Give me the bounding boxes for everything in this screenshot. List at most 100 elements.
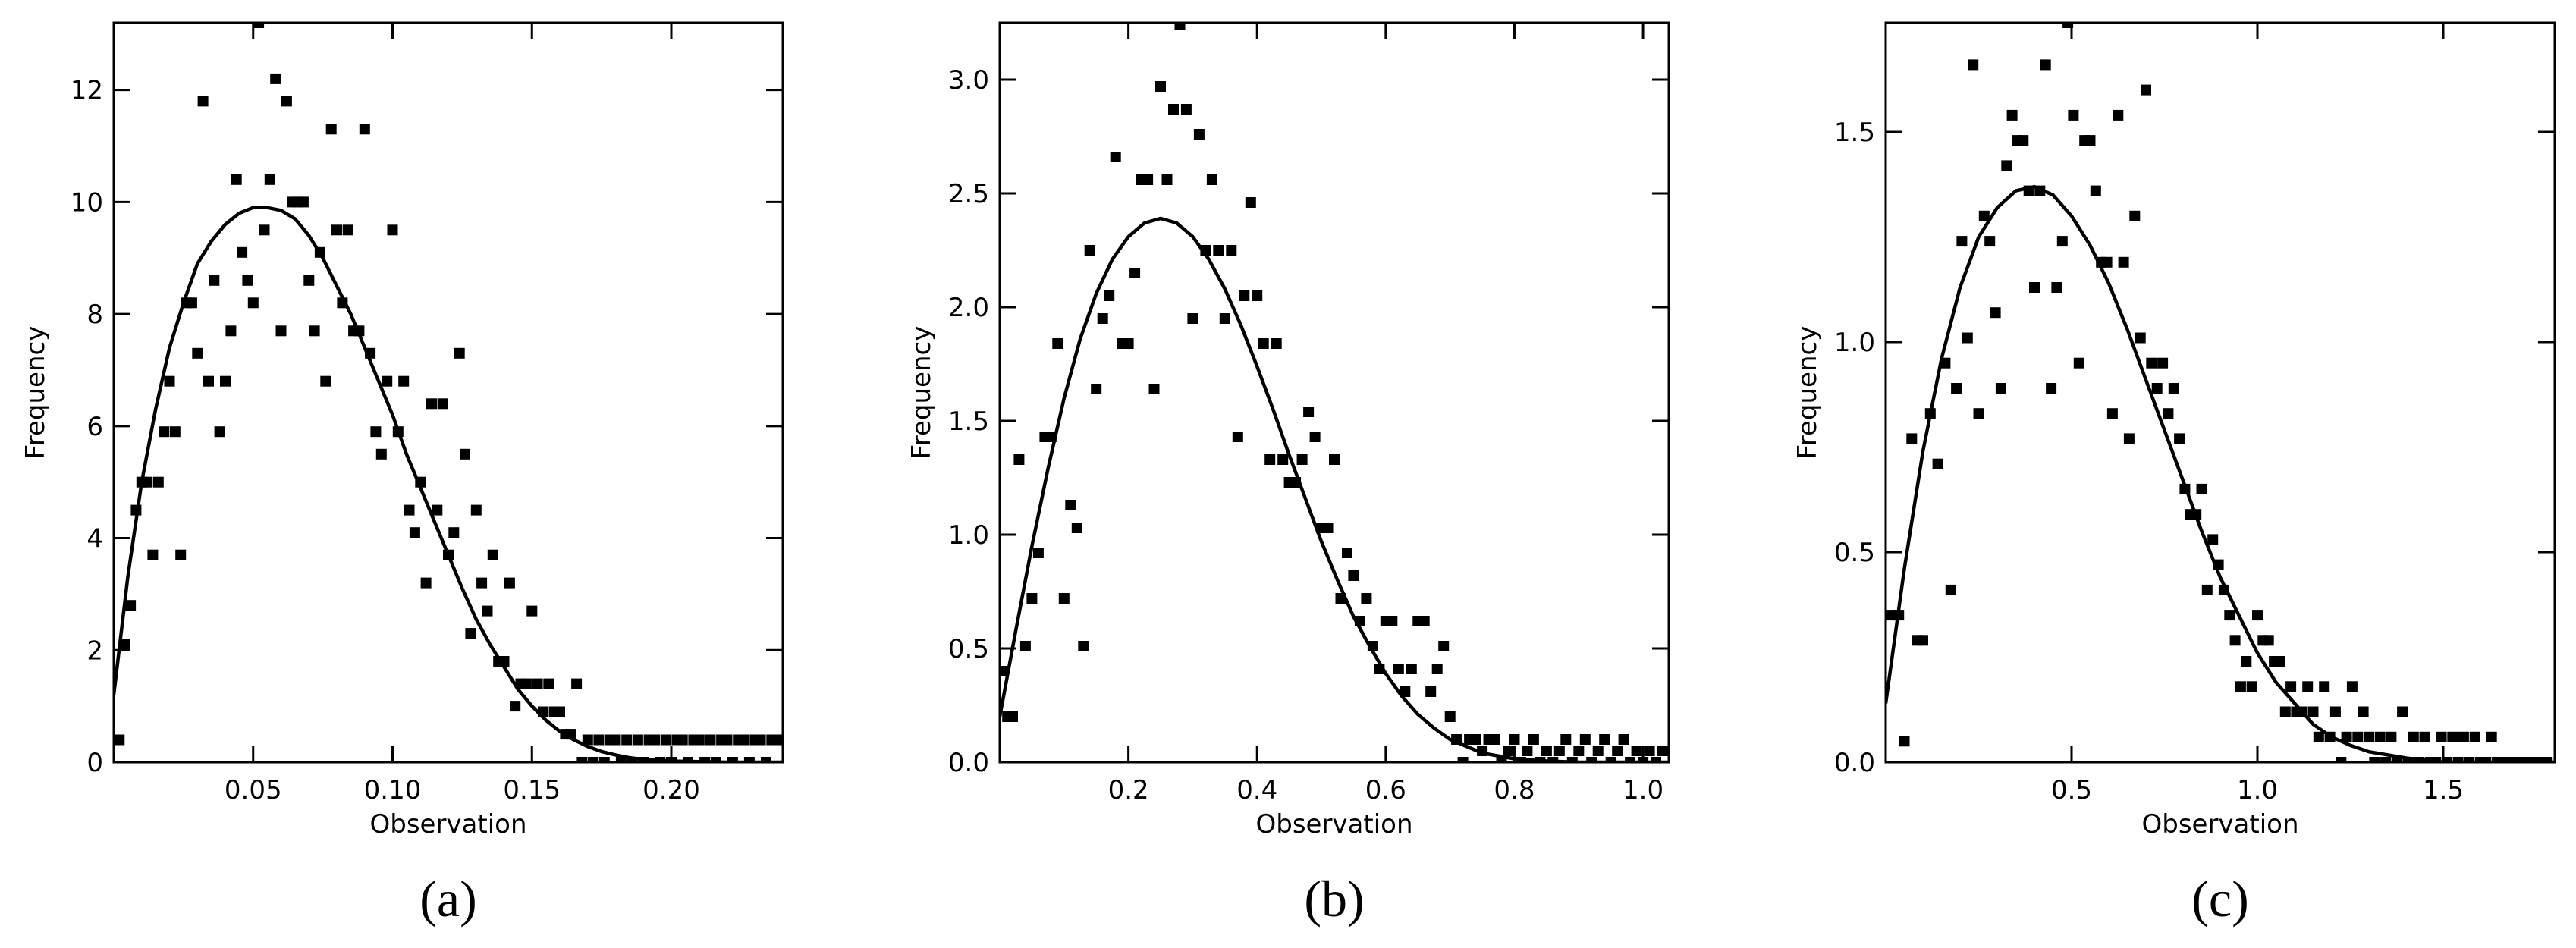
chart-2-data-point [2386,731,2397,742]
chart-0-data-point [761,757,771,762]
chart-2-data-point [2056,236,2068,247]
chart-2-data-point [2374,731,2386,742]
chart-0-data-point [375,448,387,460]
chart-1-data-point [1509,734,1520,745]
chart-0-data-point [448,527,460,538]
chart-1-data-point [1560,734,1572,745]
chart-1-data-point [1052,338,1063,349]
chart-0-data-point [677,734,688,746]
chart-1-y-axis-title: Frequency [906,326,937,460]
chart-1-data-point [1129,268,1141,278]
chart-2-data-point [2352,731,2364,742]
chart-1-data-point [1522,746,1533,756]
chart-2-data-point [2006,109,2018,121]
chart-1-data-point [1232,432,1243,442]
chart-0-data-point [543,678,554,689]
chart-1-data-point [1097,313,1108,324]
chart-2-data-point [2073,357,2084,369]
chart-0-data-point [197,96,209,107]
chart-1-data-point [1329,454,1340,465]
chart-1-data-point [1503,746,1513,756]
chart-1-data-point [1026,593,1038,604]
chart-0-x-tick-label: 0.15 [503,775,561,805]
chart-2-data-point [2168,383,2179,394]
chart-2-y-axis-title: Frequency [1792,326,1823,460]
chart-0-y-tick-label: 0 [86,748,103,778]
chart-1-x-axis-title: Observation [1255,809,1412,840]
chart-0-data-point [409,527,420,538]
chart-1-data-point [1226,245,1237,256]
chart-0-data-point [119,639,130,650]
chart-0-data-point [465,628,476,639]
chart-2-x-tick-label: 1.5 [2423,775,2464,805]
chart-1-data-point [1148,384,1160,394]
chart-0-data-point [598,757,610,762]
chart-1-data-point [1528,734,1539,745]
chart-1-data-point [1142,174,1154,185]
chart-2-data-point [2469,731,2480,742]
chart-0-data-point [398,375,410,387]
chart-1-data-point [1032,548,1044,558]
chart-1-y-tick-label: 2.5 [948,179,989,209]
chart-2-data-point [2029,282,2040,293]
chart-2-data-point [1951,383,1962,394]
chart-1-data-point [1553,746,1565,756]
chart-1-data-point [1084,245,1095,256]
chart-0-y-tick-label: 6 [86,412,103,442]
chart-1-data-point [1612,746,1623,756]
chart-0-data-point [192,347,203,359]
chart-1-data-point [1309,432,1321,442]
chart-2-data-point [2497,757,2508,762]
chart-0-data-point [175,549,187,560]
chart-0-data-point [164,375,175,387]
chart-2-data-point [2514,757,2525,762]
chart-0-data-point [320,375,331,387]
chart-2-data-point [1899,736,1910,747]
chart-0-data-point [727,757,738,762]
chart-1-data-point [1431,664,1443,674]
chart-2-data-point [2341,731,2352,742]
chart-2-data-point [2530,757,2542,762]
chart-1-data-point [1625,757,1636,762]
chart-1-data-point [1071,523,1082,533]
chart-0-data-point [382,375,393,387]
chart-2-data-point [2101,256,2113,268]
chart-1-data-point [1322,523,1334,533]
chart-1-data-point [1065,500,1076,510]
chart-1-data-point [1573,746,1585,756]
chart-2-data-point [2519,757,2530,762]
chart-2-data-point [2279,706,2291,717]
chart-1-data-point [1342,548,1352,558]
chart-2-data-point [2464,757,2475,762]
chart-2-data-point [2157,357,2169,369]
chart-0-data-point [331,224,342,236]
chart-0-data-point [259,224,270,236]
chart-1-data-point [1258,338,1269,349]
chart-2-data-point [2123,433,2135,444]
chart-0-data-point [142,476,153,488]
chart-1-data-point [1657,746,1668,756]
chart-0-data-point [487,549,498,560]
chart-1-data-point [1444,711,1456,722]
chart-1-data-point [1161,174,1173,185]
chart-0-y-tick-label: 8 [86,300,103,330]
chart-0-y-tick-label: 4 [86,524,103,554]
chart-1-data-point [1387,616,1398,626]
chart-2-data-point [2336,757,2347,762]
chart-0-data-point [152,476,164,488]
chart-1-data-point [1078,641,1089,651]
chart-2-data-point [2090,185,2101,196]
chart-1-y-tick-label: 1.0 [948,520,989,551]
chart-0-data-point [510,701,521,712]
chart-1-data-point [1239,290,1250,301]
chart-2-data-point [1990,307,2001,319]
chart-0-data-point [743,757,755,762]
chart-0-data-point [482,605,493,617]
chart-2-data-point [2274,656,2285,667]
chart-1-data-point [1296,454,1308,465]
chart-0-data-point [710,757,721,762]
chart-0-data-point [114,734,125,746]
chart-2-data-point [1906,433,1918,444]
chart-2-data-point [2146,357,2157,369]
